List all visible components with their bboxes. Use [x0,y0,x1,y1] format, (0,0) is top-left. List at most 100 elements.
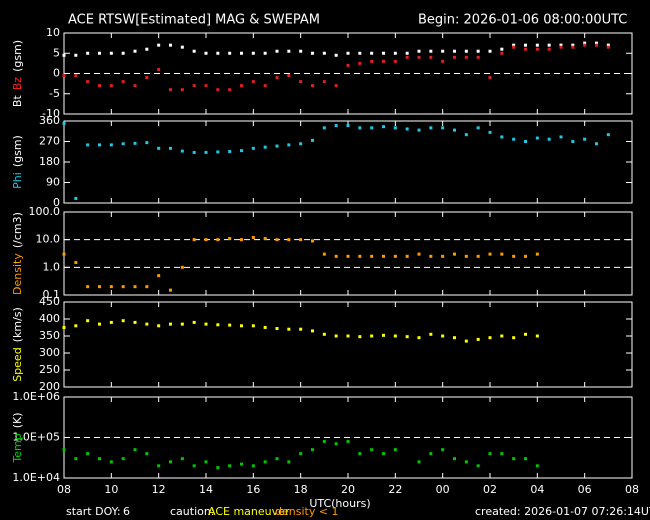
data-point [322,80,326,84]
y-tick-label: 360 [39,114,60,127]
data-point [240,51,243,55]
data-point [334,254,338,258]
data-point [98,84,101,88]
y-axis-label-part: Phi [11,172,24,189]
data-point [441,126,445,130]
data-point [228,237,232,241]
data-point [334,84,338,88]
data-point [500,47,504,51]
data-point [382,59,385,63]
data-point [606,43,610,47]
data-point [263,237,267,241]
data-point [109,285,113,289]
data-point [109,320,113,324]
data-point [157,43,161,47]
data-point [405,335,409,339]
data-point [334,124,338,128]
y-axis-label-part: (gsm) [11,135,24,167]
data-point [512,137,516,141]
data-point [74,53,78,57]
data-point [417,336,421,340]
data-point [121,319,125,323]
data-point [441,448,445,452]
maneuver-note: ACE maneuver [208,505,290,518]
x-tick-label: 10 [104,483,118,496]
data-point [133,49,137,53]
data-point [500,452,504,456]
data-point [358,126,362,130]
caution: caution: [170,505,215,518]
data-point [583,43,587,47]
data-point [476,49,480,53]
x-tick-label: 18 [294,483,308,496]
data-point [287,327,291,331]
y-tick-label: 0.1 [43,288,61,301]
data-point [453,49,456,53]
data-point [311,329,314,333]
data-point [441,254,445,258]
data-point [476,337,480,341]
y-axis-label: Density (/cm3) [11,212,24,295]
data-point [382,51,385,55]
data-point [547,43,551,47]
data-point [441,49,445,53]
y-tick-label: 200 [39,380,60,393]
data-point [204,51,208,55]
data-point [216,150,220,154]
created-time: created: 2026-01-07 07:26:14UTC [475,505,650,518]
data-point [417,252,421,256]
data-point [512,336,516,340]
data-point [275,144,279,148]
data-point [370,254,374,258]
data-point [121,285,125,289]
x-tick-label: 08 [625,483,639,496]
data-point [429,126,433,130]
data-point [429,49,433,53]
data-point [299,327,303,331]
y-axis-label-part: Bt [11,95,24,108]
data-point [453,55,456,59]
data-point [169,43,172,47]
data-point [476,254,480,258]
data-point [559,43,563,47]
data-point [275,238,279,242]
begin-time: Begin: 2026-01-06 08:00:00UTC [418,13,627,28]
y-tick-label: 180 [39,155,60,168]
y-axis-label-part: Density [11,253,24,295]
data-point [62,252,66,256]
data-point [322,252,326,256]
data-point [535,47,539,51]
data-point [228,323,232,327]
data-point [488,76,492,80]
y-tick-label: -5 [49,87,60,100]
data-point [204,84,208,88]
data-point [204,150,208,154]
data-point [204,460,208,464]
data-point [476,464,480,468]
data-point [571,43,575,47]
data-point [476,55,480,59]
data-point [145,285,149,289]
data-point [393,448,397,452]
data-point [346,334,350,338]
data-point [98,143,101,147]
data-point [287,460,291,464]
data-point [109,143,113,147]
data-point [453,252,456,256]
y-tick-label: 5 [53,46,60,59]
data-point [287,49,291,53]
data-point [429,452,433,456]
data-point [464,49,468,53]
data-point [180,265,184,269]
data-point [606,133,610,137]
data-point [299,49,303,53]
data-point [382,452,385,456]
data-point [358,51,362,55]
data-point [251,324,255,328]
data-point [405,254,409,258]
data-point [464,254,468,258]
data-point [535,464,539,468]
data-point [157,146,161,150]
data-point [358,335,362,339]
data-point [571,140,575,143]
